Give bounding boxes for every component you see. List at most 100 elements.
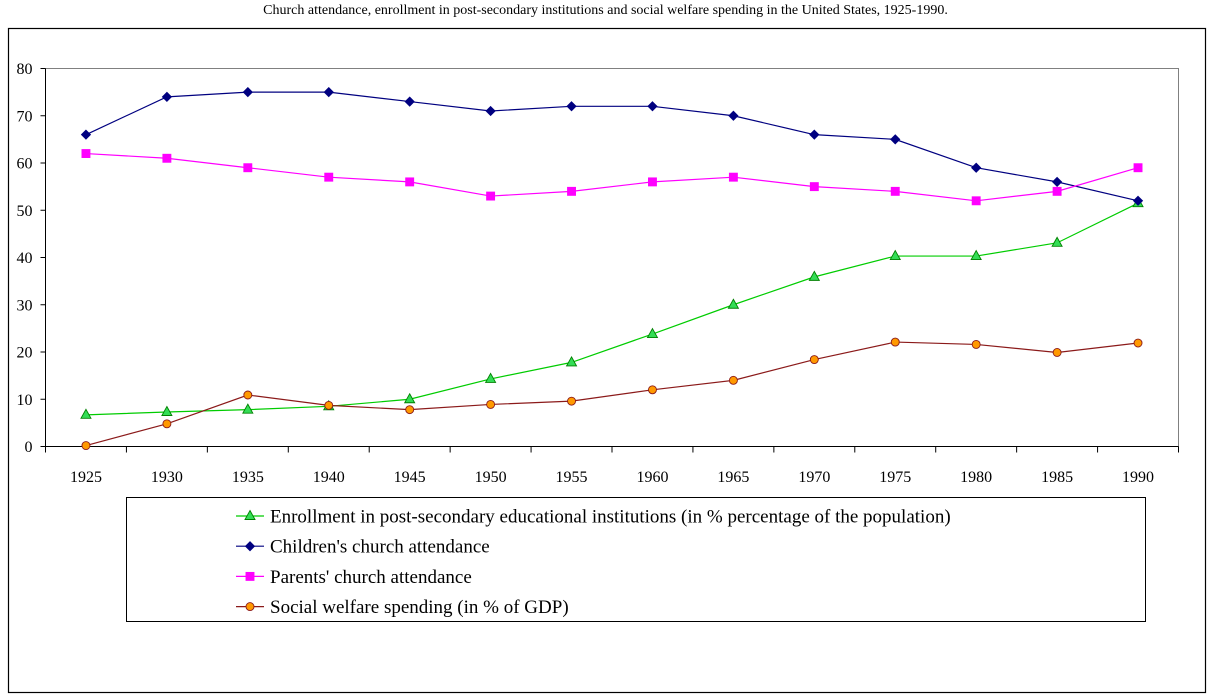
data-point: [405, 405, 415, 415]
x-tick-label: 1925: [70, 469, 102, 486]
data-point: [1051, 176, 1063, 188]
data-point: [648, 385, 657, 395]
legend-label: Children's church attendance: [270, 537, 490, 558]
data-point: [1133, 338, 1143, 348]
y-tick-label: 40: [17, 250, 33, 267]
x-tick-label: 1965: [717, 469, 749, 486]
data-point: [567, 186, 576, 196]
data-point: [647, 101, 658, 112]
series-line: [85, 152, 1139, 202]
data-point: [80, 408, 92, 419]
data-point: [162, 153, 172, 163]
chart-title: Church attendance, enrollment in post-se…: [263, 3, 948, 18]
data-point: [403, 392, 416, 404]
legend-item: Parents' church attendance: [236, 567, 472, 588]
legend-marker: [245, 602, 255, 612]
data-point: [242, 403, 254, 414]
x-tick-label: 1935: [232, 469, 264, 486]
data-point: [889, 249, 902, 261]
data-point: [809, 182, 819, 192]
legend-box: [126, 497, 1146, 622]
data-point: [1132, 195, 1144, 206]
legend-item: Social welfare spending (in % of GDP): [236, 597, 569, 618]
data-point: [486, 399, 496, 409]
series-1: [80, 86, 1144, 206]
data-point: [485, 105, 496, 117]
data-point: [566, 101, 577, 112]
legend-label: Social welfare spending (in % of GDP): [270, 597, 569, 618]
y-tick-label: 70: [17, 108, 33, 125]
data-point: [728, 172, 738, 182]
data-point: [808, 270, 821, 281]
series-line: [85, 341, 1139, 447]
x-tick-label: 1960: [636, 469, 668, 486]
x-tick-label: 1970: [798, 469, 830, 486]
x-tick-label: 1985: [1041, 469, 1073, 486]
y-tick-label: 60: [17, 156, 33, 173]
data-point: [81, 149, 91, 159]
data-point: [486, 191, 496, 201]
legend-label: Parents' church attendance: [270, 567, 472, 588]
series-group: [80, 86, 1144, 451]
data-point: [324, 172, 334, 182]
series-line: [85, 202, 1139, 416]
data-point: [971, 162, 982, 173]
data-point: [405, 177, 415, 187]
legend-marker: [245, 571, 255, 581]
data-point: [323, 86, 334, 98]
data-point: [567, 396, 576, 406]
data-point: [890, 134, 901, 145]
y-tick-label: 30: [17, 297, 33, 314]
data-point: [1052, 186, 1062, 196]
y-tick-label: 10: [17, 392, 33, 409]
data-point: [971, 196, 981, 206]
data-point: [890, 186, 900, 196]
data-point: [243, 163, 253, 173]
x-tick-label: 1980: [960, 469, 992, 486]
data-point: [728, 375, 738, 385]
data-point: [80, 129, 92, 140]
data-point: [242, 86, 253, 98]
data-point: [565, 355, 578, 367]
legend-item: Enrollment in post-secondary educational…: [236, 507, 951, 528]
data-point: [809, 129, 820, 140]
y-tick-label: 50: [17, 203, 33, 220]
data-point: [161, 91, 173, 102]
data-point: [971, 339, 981, 349]
legend-label: Enrollment in post-secondary educational…: [270, 507, 951, 528]
data-point: [243, 390, 253, 400]
data-point: [484, 372, 497, 383]
data-point: [890, 337, 900, 347]
data-point: [161, 405, 173, 416]
x-tick-label: 1955: [556, 469, 588, 486]
data-point: [809, 355, 819, 365]
data-point: [404, 96, 415, 107]
data-point: [646, 327, 659, 338]
data-point: [324, 400, 334, 410]
data-point: [1051, 236, 1063, 247]
data-point: [970, 249, 982, 261]
series-2: [81, 149, 1143, 206]
data-point: [648, 177, 657, 187]
series-3: [81, 337, 1143, 451]
legend-marker: [244, 541, 256, 552]
data-point: [727, 298, 740, 309]
x-tick-label: 1940: [313, 469, 345, 486]
data-point: [728, 110, 739, 121]
x-tick-label: 1945: [394, 469, 426, 486]
y-tick-label: 20: [17, 345, 33, 362]
data-point: [1052, 348, 1062, 357]
y-tick-label: 0: [25, 439, 33, 456]
legend-item: Children's church attendance: [236, 537, 490, 558]
data-point: [162, 419, 172, 429]
x-tick-label: 1930: [151, 469, 183, 486]
x-tick-label: 1990: [1122, 469, 1154, 486]
data-point: [1133, 163, 1143, 173]
data-point: [81, 441, 91, 451]
series-line: [85, 91, 1139, 202]
legend: Enrollment in post-secondary educational…: [236, 507, 951, 618]
legend-marker: [244, 509, 256, 520]
x-tick-label: 1975: [879, 469, 911, 486]
y-tick-label: 80: [17, 61, 33, 78]
